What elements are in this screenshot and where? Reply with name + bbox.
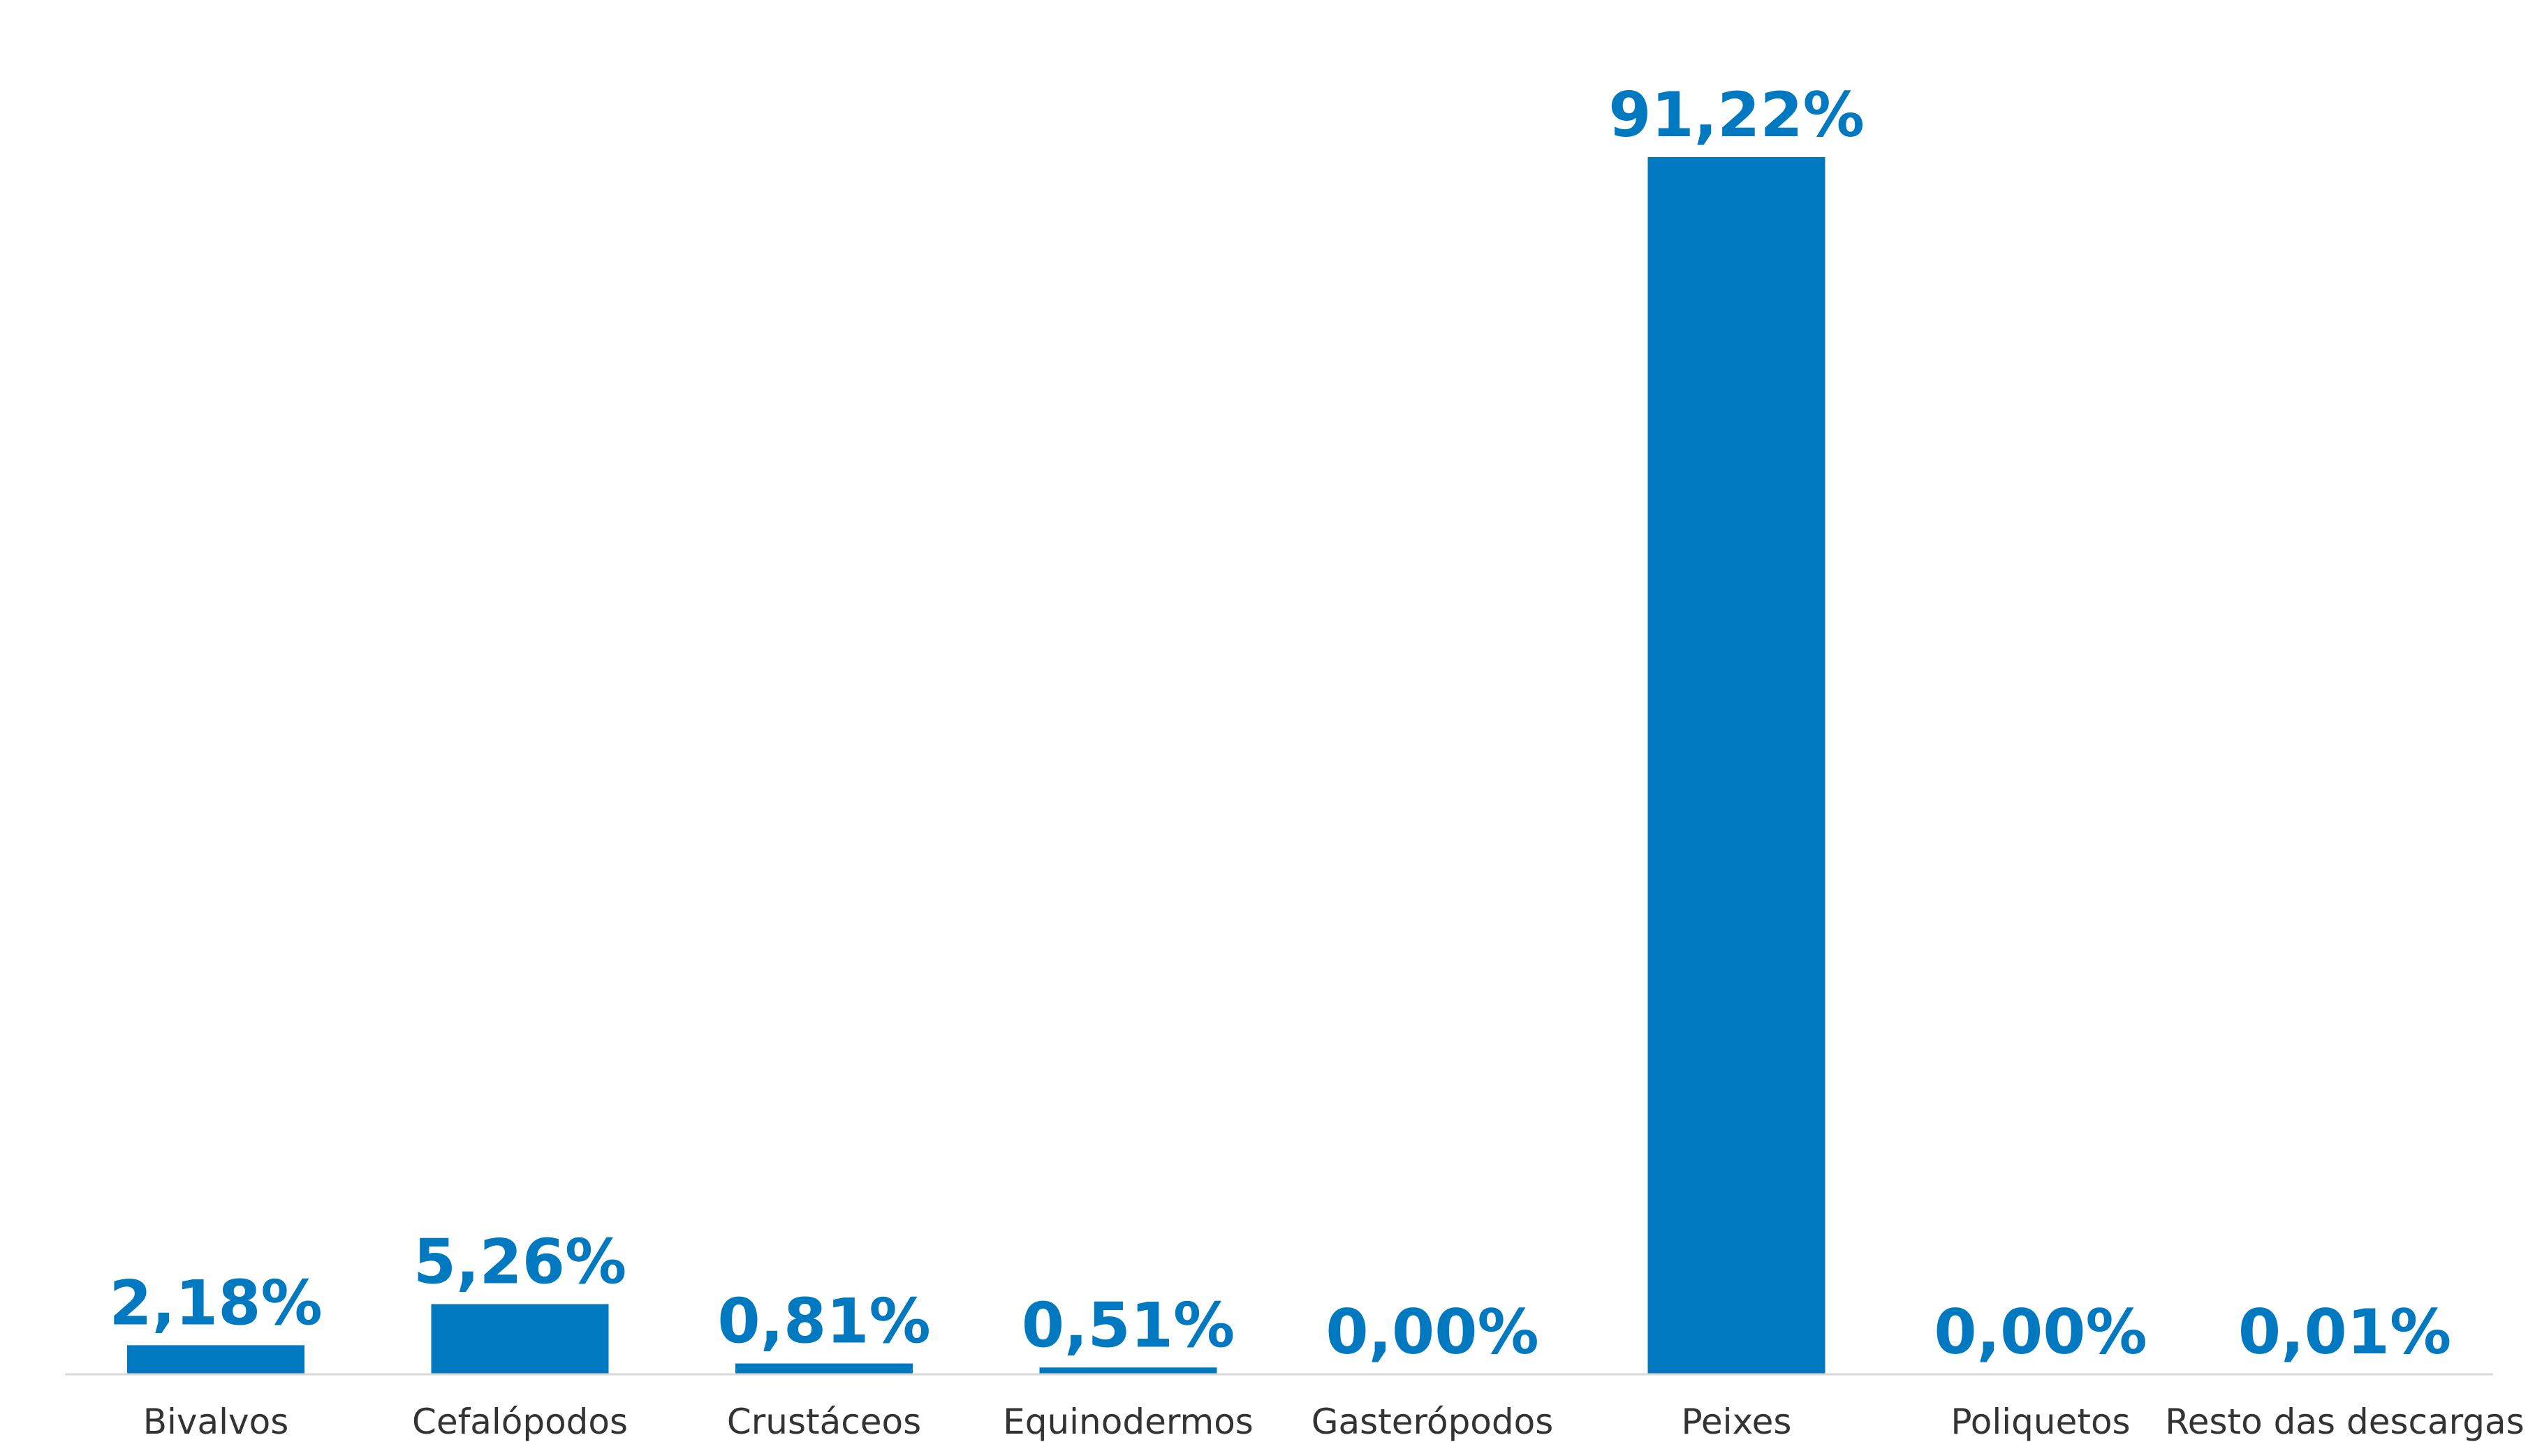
bars-group [127, 157, 2434, 1374]
value-labels-group: 2,18% 5,26% 0,81% 0,51% 0,00% 91,22% 0,00% 0,01… [109, 79, 2451, 1368]
category-label-crustaceos: Crustáceos [727, 1402, 921, 1442]
category-labels-group: Bivalvos Cefalópodos Crustáceos Equinodermo… [143, 1402, 2525, 1442]
bar-peixes [1647, 157, 1825, 1374]
category-label-gasteropodos: Gasterópodos [1311, 1402, 1554, 1442]
category-label-bivalvos: Bivalvos [143, 1402, 289, 1442]
data-label-poliquetos: 0,00% [1934, 1296, 2147, 1368]
bar-cefalopodos [431, 1304, 609, 1374]
category-label-resto-das-descargas: Resto das descargas [2165, 1402, 2525, 1442]
category-label-poliquetos: Poliquetos [1950, 1402, 2130, 1442]
data-label-bivalvos: 2,18% [109, 1267, 322, 1339]
data-label-resto-das-descargas: 0,01% [2238, 1296, 2451, 1368]
data-label-gasteropodos: 0,00% [1325, 1296, 1538, 1368]
data-label-peixes: 91,22% [1608, 79, 1865, 151]
category-label-equinodermos: Equinodermos [1003, 1402, 1254, 1442]
data-label-crustaceos: 0,81% [717, 1286, 930, 1358]
data-label-cefalopodos: 5,26% [413, 1226, 626, 1297]
category-label-peixes: Peixes [1682, 1402, 1792, 1442]
bar-bivalvos [127, 1345, 304, 1374]
bar-crustaceos [735, 1363, 913, 1374]
data-label-equinodermos: 0,51% [1022, 1289, 1235, 1361]
bar-equinodermos [1039, 1367, 1217, 1374]
category-label-cefalopodos: Cefalópodos [412, 1402, 628, 1442]
